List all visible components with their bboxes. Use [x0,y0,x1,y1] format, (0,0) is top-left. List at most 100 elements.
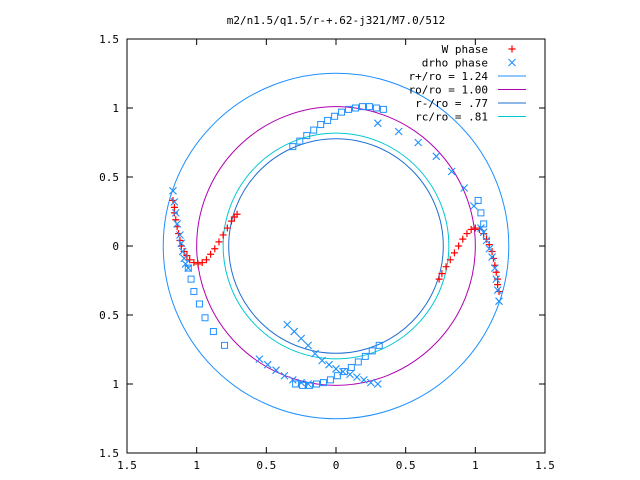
data-point [482,236,491,245]
data-point [310,126,318,134]
data-point [366,378,375,387]
reference-circle [162,72,510,420]
reference-circle [228,138,444,354]
data-point [480,220,488,228]
data-point [372,104,380,112]
data-point [177,239,186,248]
legend-label: r-/ro = .77 [415,97,488,110]
data-point [289,143,297,151]
x-tick-label: 0.5 [256,459,276,472]
y-tick-label: 1.5 [99,447,119,460]
data-point [170,197,179,206]
legend-label: rc/ro = .81 [415,111,488,124]
data-point [169,186,177,195]
y-tick-label: 1 [112,378,119,391]
data-point [463,230,471,238]
data-point [211,245,219,253]
data-point [359,375,368,384]
data-point [492,275,501,284]
legend-label: r+/ro = 1.24 [409,70,489,83]
data-point [272,366,280,375]
data-point [176,231,184,239]
data-point [368,347,376,355]
data-point [493,286,502,295]
data-point [438,270,446,278]
data-point [207,250,215,258]
reference-circle [196,106,476,386]
data-point [209,328,217,336]
data-point [435,275,443,283]
data-point [485,241,493,249]
x-tick-label: 0 [333,459,340,472]
legend-label: ro/ro = 1.00 [409,84,488,97]
data-point [280,371,289,380]
data-point [180,248,188,256]
x-tick-label: 0.5 [396,459,416,472]
data-point [215,238,223,246]
x-tick-label: 1.5 [117,459,137,472]
data-point [325,360,333,369]
data-point [198,259,206,267]
data-point [446,256,454,264]
data-point [201,314,209,322]
data-point [296,137,304,145]
x-tick-label: 1 [193,459,200,472]
data-point [474,196,482,204]
legend-label: W phase [442,43,488,56]
data-point [394,127,403,136]
data-point [221,341,229,349]
y-tick-label: 0.5 [99,309,119,322]
data-point [304,341,313,350]
data-point [306,381,314,389]
data-point [365,103,373,111]
data-point [494,281,502,289]
legend-symbol [508,58,516,67]
data-point [255,355,264,364]
y-tick-label: 1.5 [99,33,119,46]
data-point [318,356,326,365]
chart-title: m2/n1.5/q1.5/r-+.62-j321/M7.0/512 [227,14,446,27]
data-point [187,275,195,283]
data-point [352,104,360,112]
data-point [317,121,325,129]
data-point [450,249,458,257]
data-point [340,368,348,376]
data-point [219,231,227,239]
data-point [361,352,369,360]
data-point [485,244,494,253]
data-point [379,105,387,113]
data-point [414,138,423,147]
data-point [228,217,235,225]
data-point [297,334,306,343]
data-point [347,363,355,371]
data-point [190,288,198,296]
data-point [333,372,341,380]
data-point [373,119,382,128]
data-point [447,167,456,176]
data-point [479,228,488,237]
data-point [181,260,190,268]
legend-symbol [508,45,516,53]
y-tick-label: 0 [112,240,119,253]
data-point [477,224,485,232]
data-point [176,236,184,244]
y-axis-ticks: 1.5 1 0.5 0 0.5 1 1.5 [99,33,545,460]
data-point [312,380,320,388]
data-point [432,152,441,161]
data-points [169,103,503,389]
data-point [375,341,383,349]
data-point [171,208,180,217]
data-point [202,256,210,264]
data-point [345,105,353,113]
data-point [358,103,366,111]
data-point [186,256,194,264]
data-point [195,300,203,308]
data-point [326,376,334,384]
data-point [324,116,332,124]
data-point [353,373,361,381]
data-point [290,327,299,336]
data-point [292,380,300,388]
data-point [173,220,182,228]
data-point [460,184,469,192]
